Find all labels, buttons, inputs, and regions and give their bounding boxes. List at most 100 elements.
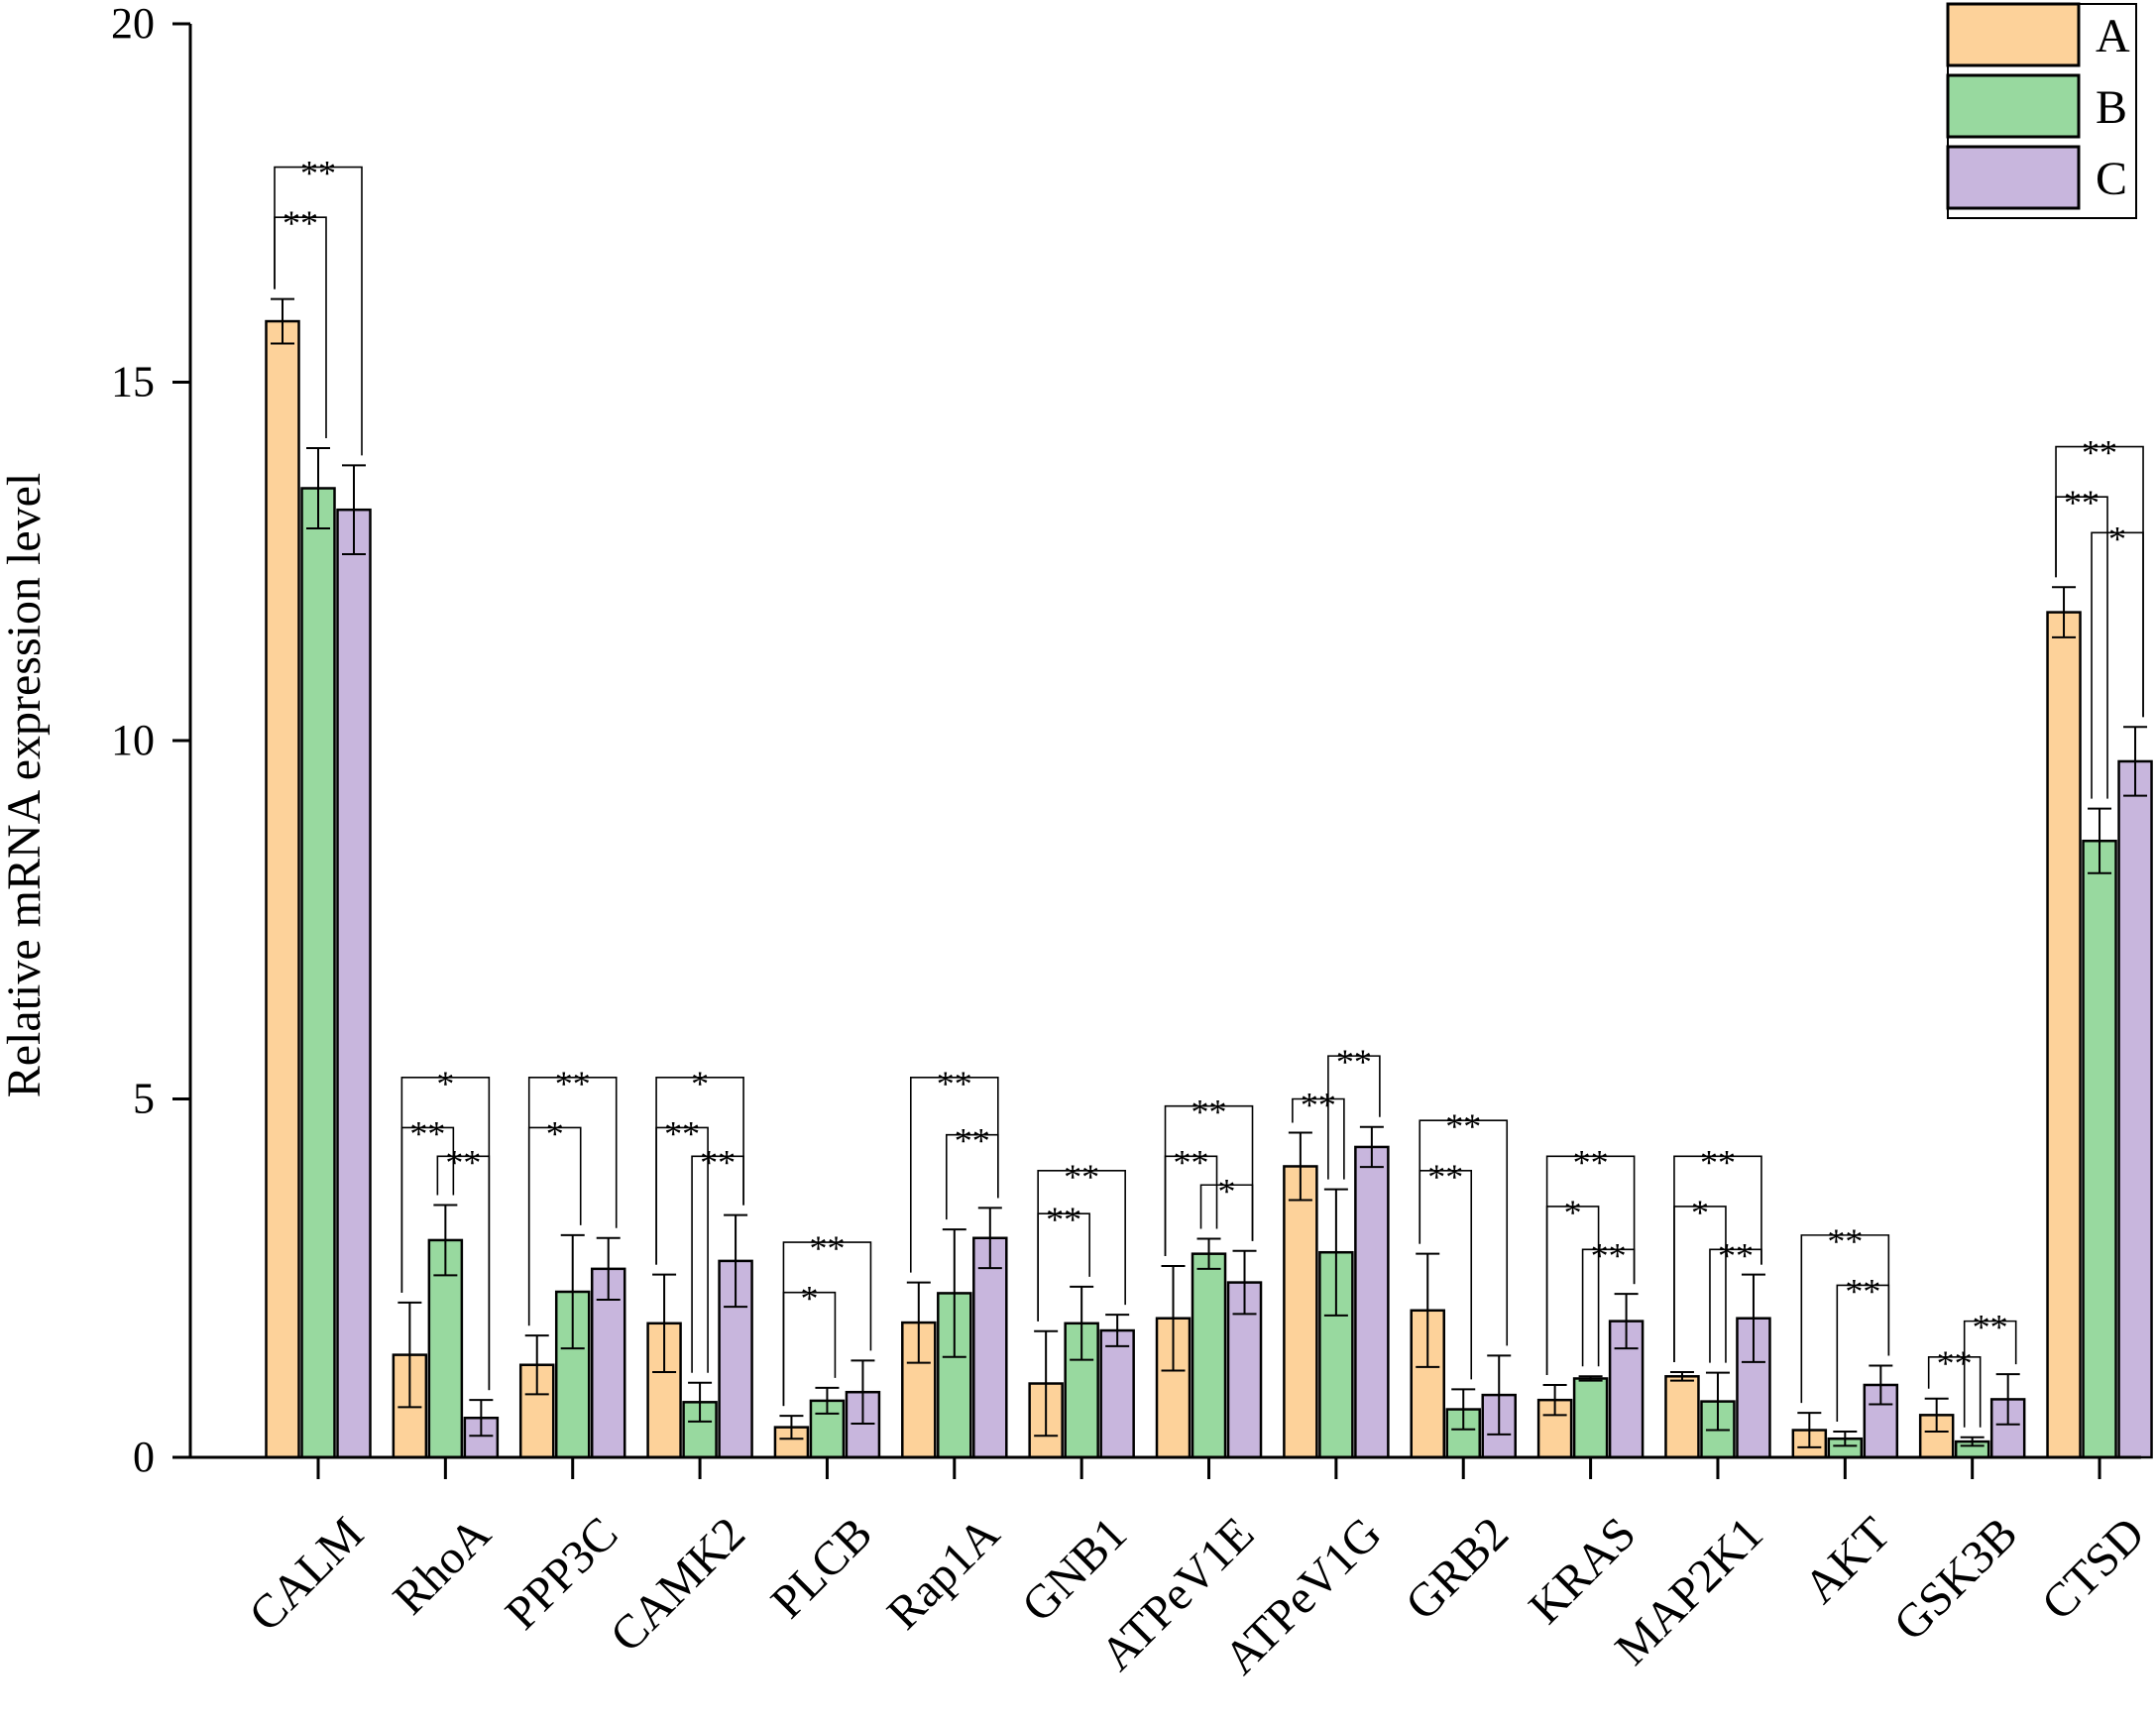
- error-bar-atpev1e-c: [1232, 1249, 1257, 1316]
- error-bar-plcb-b: [815, 1386, 840, 1415]
- significance-plcb-ac: **: [782, 1228, 872, 1407]
- legend-swatch-b: [1946, 73, 2081, 139]
- bar-map2k1-a: [1664, 1375, 1700, 1459]
- legend-label-a: A: [2096, 10, 2130, 62]
- significance-gsk3b-bc: **: [1963, 1308, 2017, 1428]
- error-bars-group: [271, 297, 2148, 1448]
- significance-label: **: [700, 1142, 736, 1182]
- significance-atpev1e-ab: **: [1164, 1142, 1218, 1256]
- error-bar-grb2-a: [1416, 1252, 1440, 1368]
- significance-atpev1g-ab: **: [1292, 1086, 1345, 1180]
- error-bar-calm-c: [342, 464, 366, 556]
- significance-map2k1-ac: **: [1673, 1142, 1762, 1362]
- x-tick-label-gnb1: GNB1: [1012, 1507, 1137, 1632]
- error-bar-map2k1-a: [1669, 1370, 1694, 1382]
- x-tick-label-ctsd: CTSD: [2032, 1507, 2155, 1630]
- x-tick-label-grb2: GRB2: [1396, 1507, 1519, 1630]
- error-bar-kras-b: [1578, 1375, 1603, 1382]
- bar-rap1a-b: [937, 1292, 972, 1459]
- error-bar-akt-b: [1833, 1430, 1858, 1447]
- significance-rap1a-bc: **: [946, 1121, 999, 1220]
- error-bar-gsk3b-b: [1960, 1436, 1985, 1447]
- significance-label: **: [1191, 1093, 1227, 1132]
- significance-label: *: [691, 1064, 709, 1103]
- significance-label: **: [809, 1228, 845, 1268]
- error-bar-plcb-c: [851, 1359, 875, 1426]
- legend-label-b: B: [2096, 81, 2127, 134]
- significance-label: **: [555, 1064, 591, 1103]
- error-bar-camk2-a: [652, 1273, 677, 1373]
- error-bar-ctsd-c: [2123, 726, 2148, 797]
- significance-akt-ac: **: [1800, 1221, 1890, 1404]
- bar-ctsd-a: [2046, 611, 2082, 1459]
- bar-kras-b: [1572, 1377, 1609, 1459]
- x-tick-label-akt: AKT: [1794, 1507, 1900, 1613]
- legend-swatch-a: [1946, 2, 2081, 67]
- legend: ABC: [1946, 2, 2137, 219]
- significance-label: *: [546, 1113, 564, 1153]
- error-bar-map2k1-c: [1741, 1273, 1765, 1363]
- significance-akt-bc: **: [1836, 1271, 1890, 1422]
- error-bar-rhoa-b: [433, 1204, 458, 1277]
- significance-label: **: [1046, 1200, 1081, 1239]
- significance-label: **: [1827, 1221, 1863, 1261]
- error-bar-plcb-a: [779, 1415, 804, 1440]
- significance-grb2-ac: **: [1418, 1106, 1509, 1346]
- significance-label: **: [937, 1064, 972, 1103]
- significance-label: **: [2082, 433, 2117, 473]
- significance-atpev1g-bc: **: [1327, 1042, 1381, 1180]
- legend-label-c: C: [2096, 153, 2127, 205]
- error-bar-rap1a-a: [906, 1281, 931, 1364]
- significance-ppp3c-ac: **: [527, 1064, 618, 1326]
- error-bar-kras-a: [1542, 1383, 1567, 1417]
- error-bar-grb2-c: [1487, 1354, 1512, 1436]
- bar-calm-b: [300, 487, 336, 1459]
- x-tick-label-calm: CALM: [239, 1507, 374, 1642]
- error-bar-rap1a-c: [977, 1207, 1002, 1270]
- significance-label: **: [1845, 1271, 1880, 1311]
- error-bar-atpev1g-b: [1323, 1188, 1348, 1317]
- error-bar-gnb1-b: [1070, 1285, 1094, 1361]
- significance-kras-ac: **: [1545, 1142, 1636, 1375]
- significance-label: **: [1591, 1235, 1627, 1275]
- significance-plcb-ab: *: [782, 1279, 837, 1407]
- error-bar-ppp3c-c: [596, 1236, 621, 1301]
- significance-kras-ab: *: [1545, 1193, 1600, 1375]
- significance-label: **: [1336, 1042, 1372, 1082]
- x-tick-label-rap1a: Rap1A: [877, 1507, 1010, 1640]
- error-bar-atpev1g-c: [1359, 1125, 1384, 1169]
- error-bar-ppp3c-b: [560, 1233, 585, 1350]
- significance-ctsd-ac: **: [2055, 433, 2144, 718]
- legend-swatch-c: [1946, 145, 2081, 210]
- significance-label: *: [2108, 518, 2126, 558]
- x-tick-label-gsk3b: GSK3B: [1883, 1507, 2027, 1651]
- significance-calm-ac: **: [274, 154, 363, 456]
- bar-calm-c: [336, 508, 372, 1459]
- error-bar-gnb1-c: [1105, 1314, 1130, 1347]
- error-bar-ctsd-a: [2052, 586, 2077, 638]
- significance-label: **: [409, 1113, 445, 1153]
- error-bar-atpev1e-a: [1161, 1264, 1186, 1372]
- error-bar-grb2-b: [1451, 1388, 1476, 1431]
- significance-map2k1-ab: *: [1673, 1193, 1727, 1363]
- significance-camk2-ac: *: [655, 1064, 744, 1265]
- significance-group: **************************** ***** *******…: [274, 154, 2144, 1428]
- significance-label: **: [1427, 1157, 1463, 1197]
- y-tick-label: 0: [133, 1433, 155, 1481]
- x-tick-label-rhoa: RhoA: [384, 1507, 502, 1625]
- bar-ctsd-c: [2117, 759, 2153, 1459]
- significance-label: *: [800, 1279, 818, 1319]
- significance-label: *: [1564, 1193, 1582, 1232]
- significance-label: **: [300, 154, 336, 193]
- significance-label: **: [1573, 1142, 1609, 1182]
- significance-label: **: [664, 1113, 700, 1153]
- significance-rhoa-ac: *: [400, 1064, 491, 1391]
- significance-label: **: [1700, 1142, 1736, 1182]
- y-tick-label: 10: [111, 716, 155, 764]
- error-bar-calm-a: [271, 297, 294, 345]
- significance-label: **: [1445, 1106, 1481, 1146]
- legend-frame: [1947, 3, 2137, 219]
- significance-gsk3b-ab: **: [1927, 1343, 1982, 1428]
- bar-atpev1g-c: [1354, 1145, 1390, 1459]
- error-bar-rhoa-c: [469, 1399, 494, 1438]
